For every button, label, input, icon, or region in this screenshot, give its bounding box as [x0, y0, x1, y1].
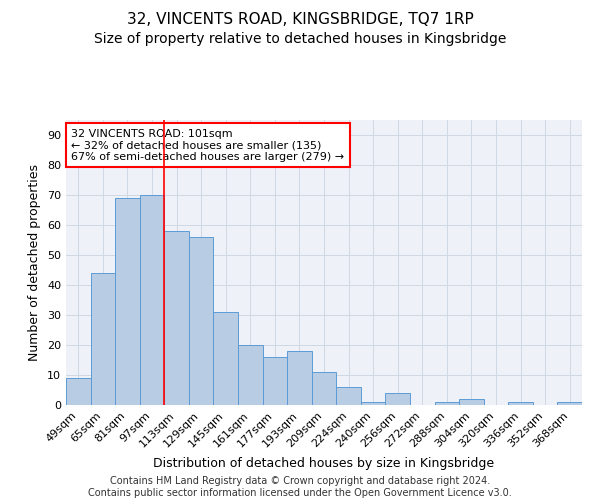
Text: 32, VINCENTS ROAD, KINGSBRIDGE, TQ7 1RP: 32, VINCENTS ROAD, KINGSBRIDGE, TQ7 1RP	[127, 12, 473, 28]
Bar	[434, 402, 459, 405]
Bar	[557, 402, 582, 405]
Bar	[91, 273, 115, 405]
Text: Contains HM Land Registry data © Crown copyright and database right 2024.
Contai: Contains HM Land Registry data © Crown c…	[88, 476, 512, 498]
Bar	[140, 195, 164, 405]
Bar	[459, 399, 484, 405]
Bar	[361, 402, 385, 405]
Bar	[164, 231, 189, 405]
Bar	[287, 351, 312, 405]
Text: 32 VINCENTS ROAD: 101sqm
← 32% of detached houses are smaller (135)
67% of semi-: 32 VINCENTS ROAD: 101sqm ← 32% of detach…	[71, 128, 344, 162]
Bar	[385, 393, 410, 405]
Bar	[115, 198, 140, 405]
Y-axis label: Number of detached properties: Number of detached properties	[28, 164, 41, 361]
Text: Size of property relative to detached houses in Kingsbridge: Size of property relative to detached ho…	[94, 32, 506, 46]
Bar	[214, 312, 238, 405]
Bar	[508, 402, 533, 405]
Bar	[312, 372, 336, 405]
X-axis label: Distribution of detached houses by size in Kingsbridge: Distribution of detached houses by size …	[154, 457, 494, 470]
Bar	[336, 387, 361, 405]
Bar	[189, 237, 214, 405]
Bar	[263, 357, 287, 405]
Bar	[238, 345, 263, 405]
Bar	[66, 378, 91, 405]
